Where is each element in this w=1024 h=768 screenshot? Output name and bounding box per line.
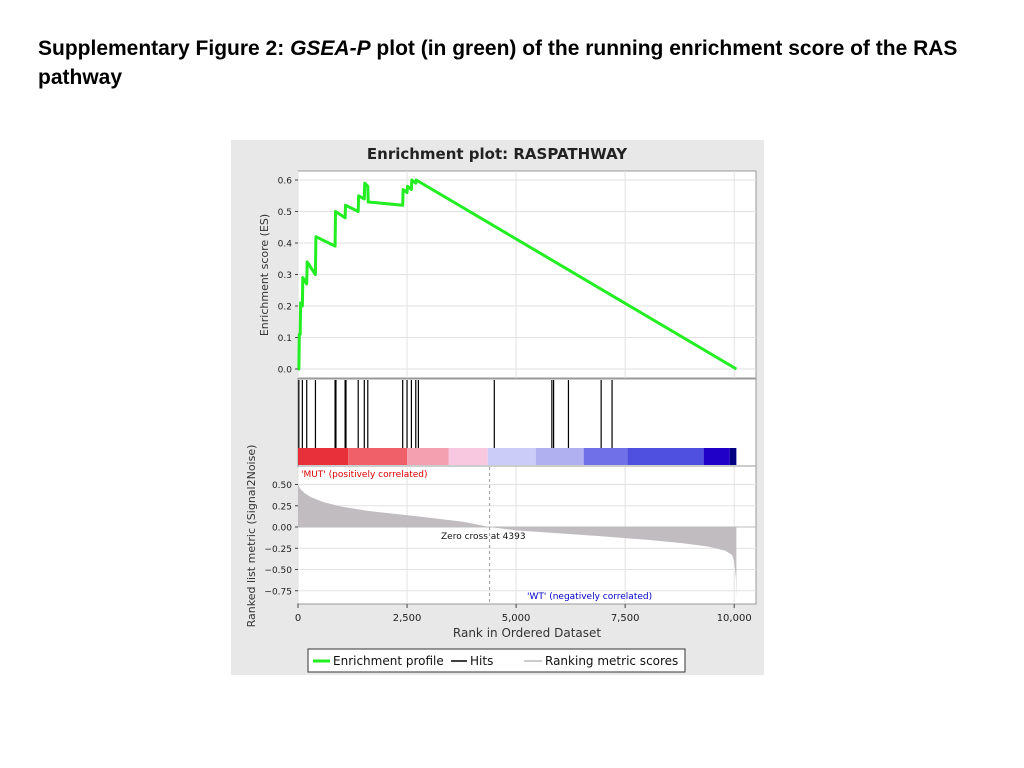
- rank-bar-segment: [627, 448, 704, 465]
- es-y-tick-label: 0.5: [278, 208, 292, 218]
- metric-y-tick-label: −0.25: [264, 545, 292, 555]
- legend-box: [307, 648, 686, 673]
- hits-group: [298, 380, 613, 448]
- metric-y-tick-label: 0.00: [272, 524, 292, 534]
- rank-bar-segment: [487, 448, 536, 465]
- metric-y-tick-label: 0.25: [272, 502, 292, 512]
- rank-bar-segment: [407, 448, 449, 465]
- es-y-tick-label: 0.3: [278, 271, 292, 281]
- legend-es-label: Enrichment profile: [333, 654, 444, 668]
- mut-annotation: 'MUT' (positively correlated): [301, 470, 428, 480]
- es-line: [297, 178, 738, 371]
- es-y-tick-label: 0.2: [278, 303, 292, 313]
- rank-bar-segment: [448, 448, 488, 465]
- x-tick-label: 10,000: [717, 613, 752, 624]
- x-tick-label: 0: [295, 613, 301, 624]
- rank-bar-segment: [729, 448, 737, 465]
- wt-annotation: 'WT' (negatively correlated): [527, 592, 652, 602]
- rank-bar-segment: [535, 448, 584, 465]
- x-tick-label: 5,000: [502, 613, 531, 624]
- legend-metric-label: Ranking metric scores: [545, 654, 678, 668]
- caption-italic-term: GSEA-P: [290, 37, 371, 60]
- es-y-tick-label: 0.1: [278, 334, 292, 344]
- x-tick-label: 2,500: [393, 613, 422, 624]
- x-tick-label: 7,500: [611, 613, 640, 624]
- es-y-tick-label: 0.6: [278, 177, 293, 187]
- figure-caption: Supplementary Figure 2: GSEA-P plot (in …: [38, 34, 978, 92]
- axes-group: 0.0 0.1 0.2 0.3 0.4 0.5 0.6 0.50 0.25 0.00 −0.25 −0…: [264, 177, 751, 625]
- legend-hits-label: Hits: [470, 654, 493, 668]
- es-y-axis-label: Enrichment score (ES): [258, 214, 271, 336]
- rank-bar-segment: [583, 448, 628, 465]
- rank-bar-segment: [298, 448, 349, 465]
- rank-bar-segment: [703, 448, 730, 465]
- metric-y-tick-label: 0.50: [272, 481, 292, 491]
- caption-prefix: Supplementary Figure 2:: [38, 37, 291, 60]
- metric-y-tick-label: −0.75: [264, 587, 292, 597]
- caption-suffix: plot (in green) of the running enrichmen…: [38, 37, 958, 89]
- zero-cross-annotation: Zero cross at 4393: [441, 532, 526, 542]
- rank-bar-segment: [348, 448, 408, 465]
- es-y-tick-label: 0.4: [278, 240, 293, 250]
- es-y-tick-label: 0.0: [278, 366, 293, 376]
- metric-y-axis-label: Ranked list metric (Signal2Noise): [245, 445, 258, 628]
- x-axis-label: Rank in Ordered Dataset: [453, 626, 601, 640]
- metric-area-group: [298, 467, 756, 603]
- rank-bar-group: [298, 448, 737, 465]
- chart-title: Enrichment plot: RASPATHWAY: [367, 145, 628, 163]
- metric-y-tick-label: −0.50: [264, 566, 292, 576]
- chart-legend: Enrichment profile Hits Ranking metric s…: [307, 648, 686, 673]
- es-line-group: [297, 178, 738, 371]
